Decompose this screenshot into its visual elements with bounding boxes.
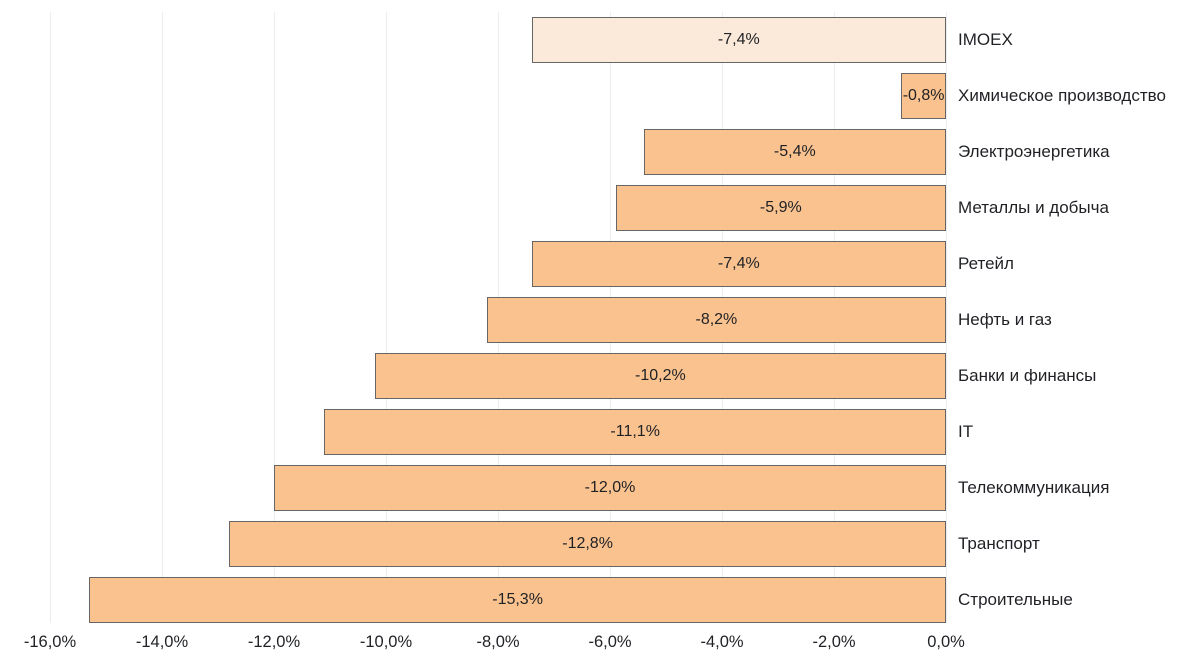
x-tick-label: -4,0% <box>700 633 744 651</box>
bar-value-label: -5,4% <box>773 143 816 160</box>
bar-value-label: -15,3% <box>492 591 543 608</box>
bar-value-label: -10,2% <box>635 367 686 384</box>
bar[interactable]: -7,4% <box>531 241 946 287</box>
category-label: Транспорт <box>958 534 1040 553</box>
bar-row: -7,4% Ретейл <box>0 241 1200 287</box>
bar-row: -12,0% Телекоммуникация <box>0 465 1200 511</box>
x-tick-label: -10,0% <box>359 633 413 651</box>
category-label: Химическое производство <box>958 86 1166 105</box>
bar-row: -8,2% Нефть и газ <box>0 297 1200 343</box>
bar-value-label: -12,0% <box>584 479 636 496</box>
bar[interactable]: -7,4% <box>531 17 946 63</box>
bar-row: -12,8% Транспорт <box>0 521 1200 567</box>
bar-value-label: -0,8% <box>902 87 945 104</box>
x-tick-label: -14,0% <box>135 633 189 651</box>
category-label: Электроэнергетика <box>958 142 1110 161</box>
bar-row: -11,1% IT <box>0 409 1200 455</box>
category-label: Металлы и добыча <box>958 198 1109 217</box>
bar-row: -0,8% Химическое производство <box>0 73 1200 119</box>
bar-row: -5,9% Металлы и добыча <box>0 185 1200 231</box>
category-label: IT <box>958 422 974 441</box>
bar-row: -15,3% Строительные <box>0 577 1200 623</box>
bar[interactable]: -11,1% <box>324 409 946 455</box>
bar[interactable]: -12,8% <box>229 521 946 567</box>
bar-row: -5,4% Электроэнергетика <box>0 129 1200 175</box>
bar[interactable]: -12,0% <box>274 465 946 511</box>
gridline <box>274 12 275 623</box>
x-tick-label: -8,0% <box>476 633 520 651</box>
gridline <box>50 12 51 623</box>
gridline <box>162 12 163 623</box>
bar-row: -10,2% Банки и финансы <box>0 353 1200 399</box>
bar-value-label: -7,4% <box>717 255 760 272</box>
bar-value-label: -5,9% <box>759 199 802 216</box>
bar[interactable]: -8,2% <box>486 297 946 343</box>
bar-value-label: -8,2% <box>695 311 738 328</box>
bar[interactable]: -10,2% <box>374 353 946 399</box>
gridline <box>946 12 947 623</box>
x-tick-label: 0,0% <box>927 633 965 651</box>
category-label: Банки и финансы <box>958 366 1097 385</box>
gridline <box>386 12 387 623</box>
x-tick-label: -6,0% <box>588 633 632 651</box>
x-tick-label: -16,0% <box>23 633 77 651</box>
bar-value-label: -11,1% <box>610 423 660 440</box>
bar-value-label: -12,8% <box>562 535 613 552</box>
x-tick-label: -2,0% <box>812 633 856 651</box>
bar[interactable]: -5,9% <box>615 185 946 231</box>
category-label: IMOEX <box>958 30 1013 49</box>
category-label: Телекоммуникация <box>958 478 1110 497</box>
category-label: Строительные <box>958 590 1073 609</box>
bar-value-label: -7,4% <box>717 31 760 48</box>
category-label: Ретейл <box>958 254 1014 273</box>
x-tick-label: -12,0% <box>247 633 301 651</box>
bar[interactable]: -0,8% <box>901 73 946 119</box>
bar-row: -7,4% IMOEX <box>0 17 1200 63</box>
bar[interactable]: -5,4% <box>643 129 946 175</box>
category-label: Нефть и газ <box>958 310 1052 329</box>
bar[interactable]: -15,3% <box>89 577 946 623</box>
